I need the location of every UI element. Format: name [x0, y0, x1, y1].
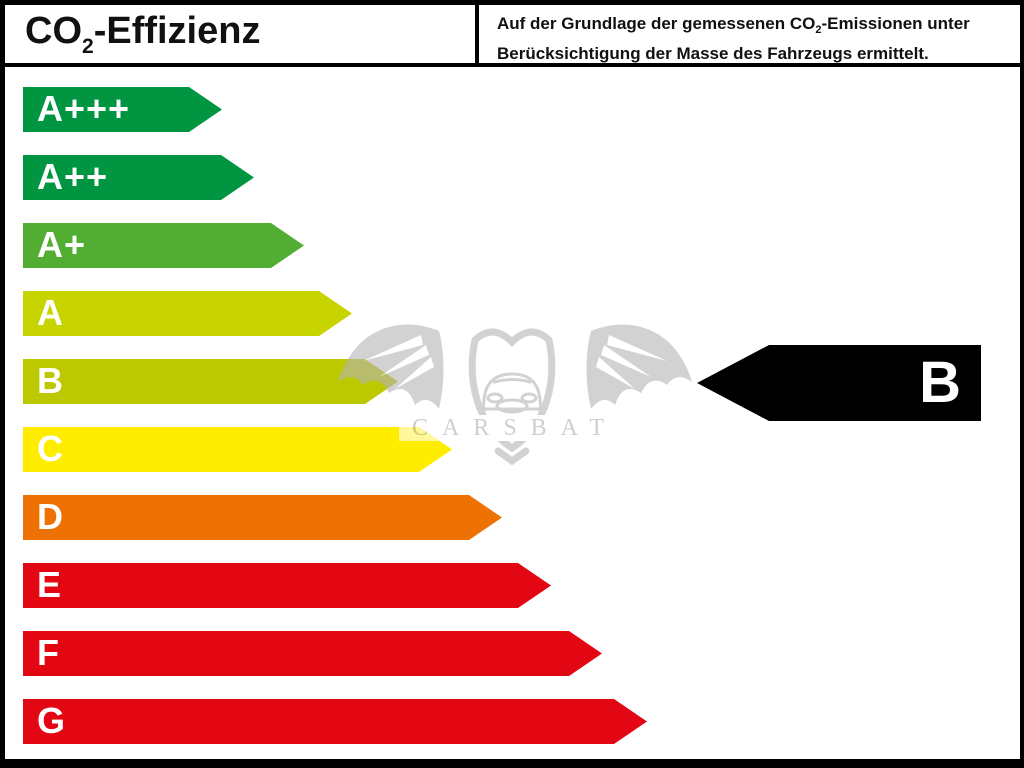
vehicle-rating-arrow: B	[697, 345, 981, 421]
rating-bar-label: A+	[37, 223, 87, 265]
car-icon	[482, 372, 542, 415]
rating-bar-d: D	[23, 495, 502, 540]
shield-icon	[468, 328, 556, 453]
rating-bar-a-plus-plus-plus: A+++	[23, 87, 222, 132]
title-co: CO	[25, 9, 82, 52]
note-line1-suffix: -Emissionen unter	[821, 14, 970, 33]
shield-tip-chevron-icon	[494, 447, 530, 466]
title-suffix: -Effizienz	[93, 9, 261, 52]
measurement-note: Auf der Grundlage der gemessenen CO2-Emi…	[497, 12, 1008, 65]
watermark-wordmark: CARSBAT	[412, 415, 618, 441]
rating-bar-c: C	[23, 427, 452, 472]
bat-wing-right-icon	[586, 324, 692, 409]
header-note-section: Auf der Grundlage der gemessenen CO2-Emi…	[479, 5, 1020, 63]
rating-bar-label: D	[37, 495, 64, 537]
rating-bar-label: G	[37, 699, 67, 741]
rating-bar-a-plus: A+	[23, 223, 304, 268]
header: CO2-Effizienz Auf der Grundlage der geme…	[5, 5, 1020, 67]
rating-bar-label: C	[37, 427, 64, 469]
rating-bar-label: A	[37, 291, 64, 333]
rating-bar-f: F	[23, 631, 602, 676]
vehicle-rating-label: B	[919, 350, 961, 415]
rating-bar-label: F	[37, 631, 60, 673]
rating-bar-label: E	[37, 563, 63, 605]
note-subscript-2: 2	[815, 24, 822, 36]
title-subscript-2: 2	[82, 34, 94, 58]
rating-bar-label: A++	[37, 155, 109, 197]
note-line1-text: Auf der Grundlage der gemessenen CO	[497, 14, 816, 33]
rating-bar-e: E	[23, 563, 551, 608]
rating-bar-b: B	[23, 359, 398, 404]
page-title: CO2-Effizienz	[25, 10, 260, 59]
rating-scale: A+++ A++ A+ A B C D E F G B	[5, 67, 1020, 764]
header-title-section: CO2-Effizienz	[5, 5, 479, 63]
rating-bar-label: B	[37, 359, 64, 401]
rating-bar-a-plus-plus: A++	[23, 155, 254, 200]
note-line-1: Auf der Grundlage der gemessenen CO2-Emi…	[497, 12, 1008, 42]
note-line-2: Berücksichtigung der Masse des Fahrzeugs…	[497, 44, 929, 63]
rating-bar-label: A+++	[37, 87, 131, 129]
rating-bar-a: A	[23, 291, 352, 336]
rating-bar-g: G	[23, 699, 647, 744]
